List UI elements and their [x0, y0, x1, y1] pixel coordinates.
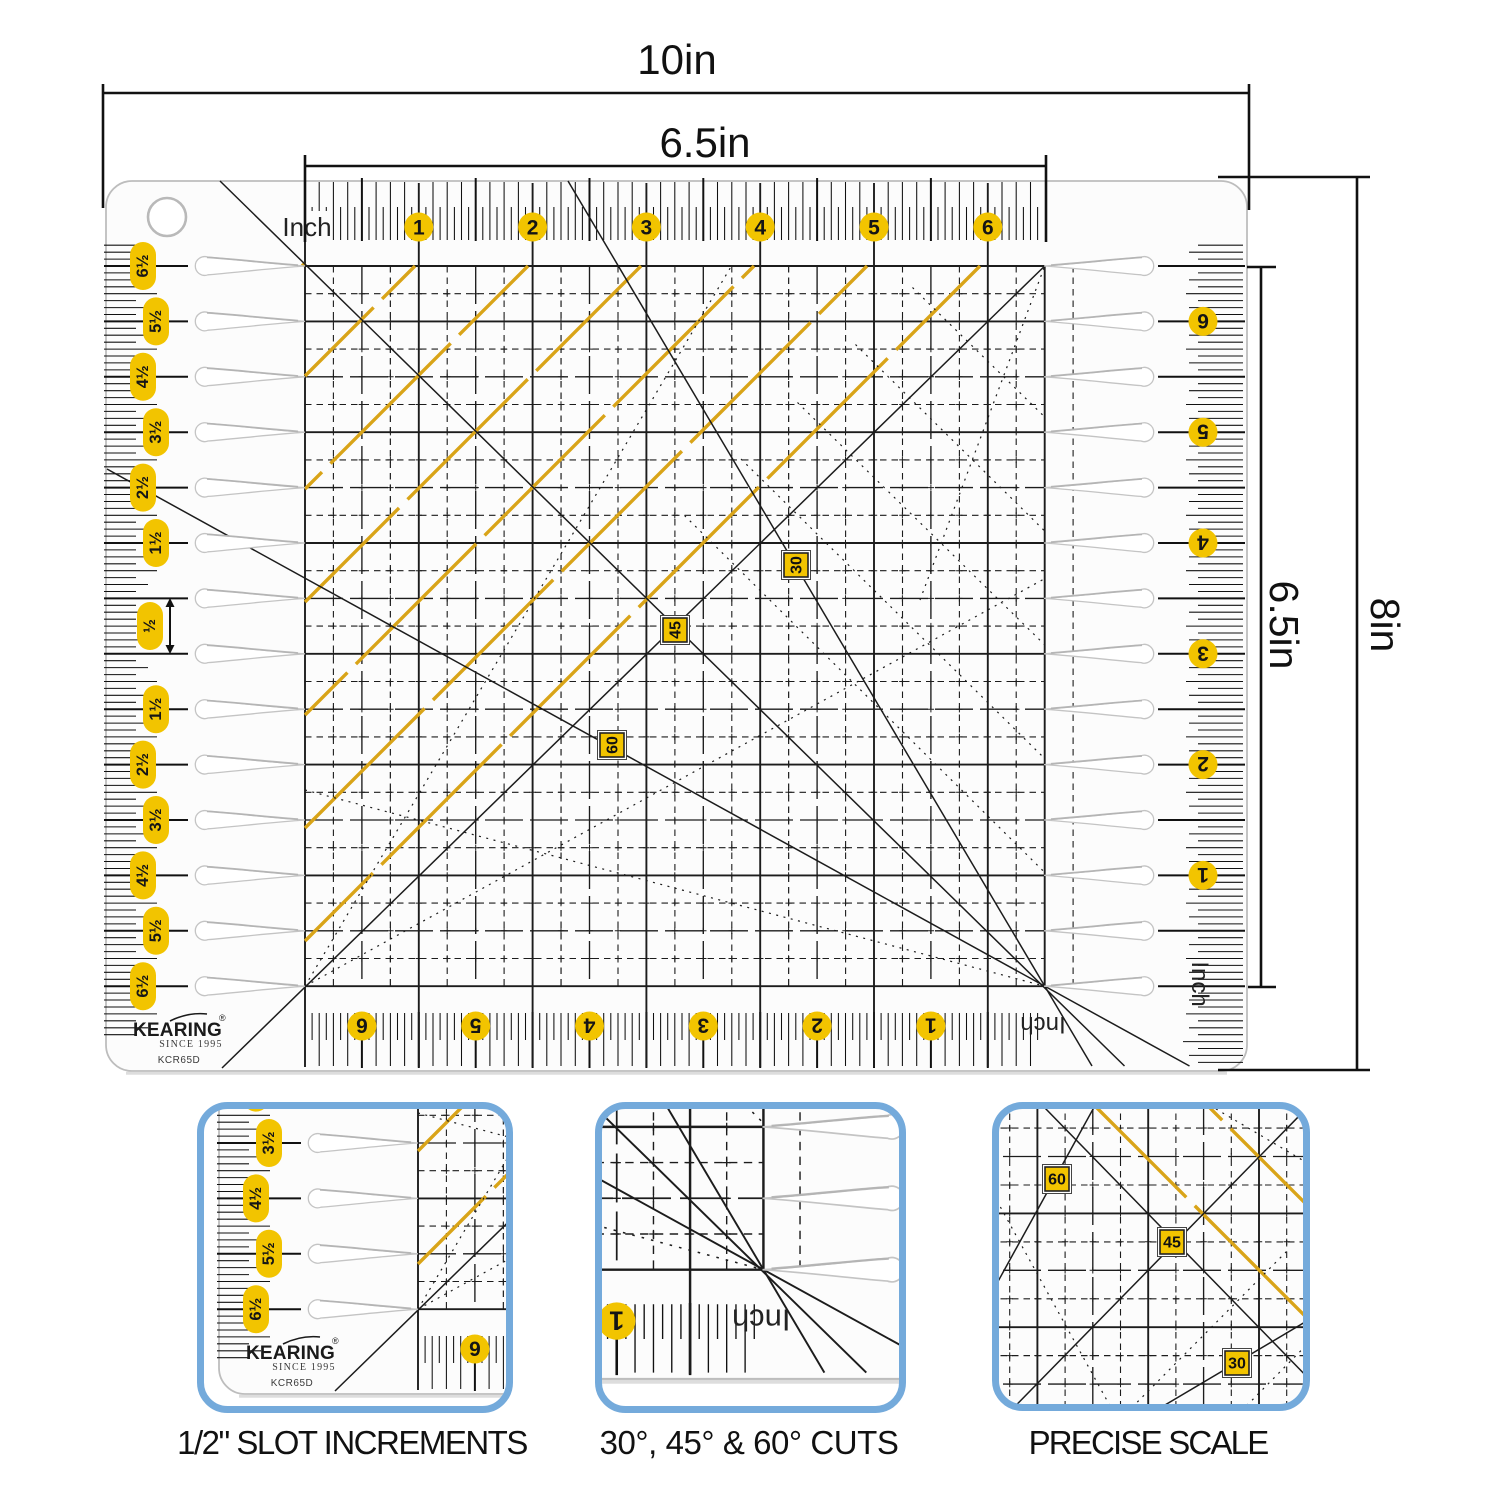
svg-text:10in: 10in — [637, 36, 716, 83]
svg-text:PRECISE SCALE: PRECISE SCALE — [1029, 1424, 1269, 1461]
svg-text:1/2" SLOT INCREMENTS: 1/2" SLOT INCREMENTS — [177, 1424, 527, 1461]
svg-text:8in: 8in — [1362, 598, 1408, 653]
svg-text:6.5in: 6.5in — [1261, 581, 1307, 670]
svg-text:6.5in: 6.5in — [659, 119, 750, 166]
svg-text:30°, 45° & 60° CUTS: 30°, 45° & 60° CUTS — [600, 1424, 899, 1461]
